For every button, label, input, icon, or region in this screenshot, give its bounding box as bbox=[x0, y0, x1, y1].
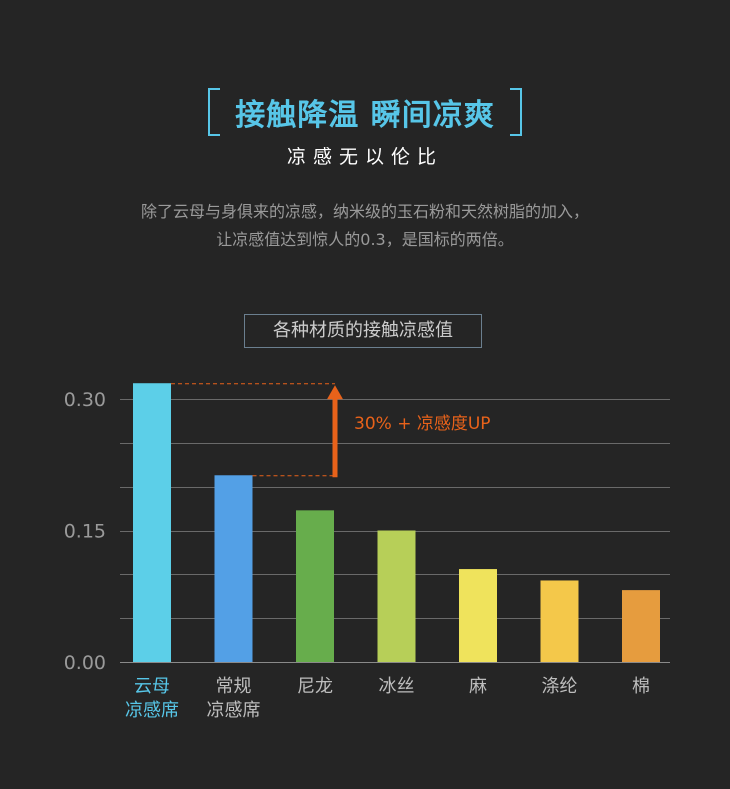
annotation-label: 30% + 凉感度UP bbox=[354, 414, 491, 434]
bar bbox=[133, 383, 171, 662]
right-bracket-decoration bbox=[510, 88, 522, 136]
category-label: 凉感席 bbox=[207, 700, 261, 721]
category-label: 棉 bbox=[632, 676, 650, 697]
category-label: 尼龙 bbox=[297, 676, 333, 697]
bar bbox=[296, 510, 334, 662]
description: 除了云母与身俱来的凉感，纳米级的玉石粉和天然树脂的加入， 让凉感值达到惊人的0.… bbox=[0, 198, 730, 254]
y-tick-label: 0.00 bbox=[64, 652, 106, 674]
category-label: 凉感席 bbox=[125, 700, 179, 721]
category-label: 涤纶 bbox=[542, 676, 578, 697]
bar bbox=[459, 569, 497, 662]
headline-title: 接触降温 瞬间凉爽 bbox=[235, 98, 495, 133]
bar bbox=[377, 530, 416, 662]
bar bbox=[540, 580, 579, 662]
bar bbox=[622, 590, 660, 662]
category-label: 常规 bbox=[216, 676, 252, 697]
category-label: 冰丝 bbox=[379, 676, 415, 697]
left-bracket-decoration bbox=[208, 88, 220, 136]
annotation-arrowhead bbox=[327, 385, 343, 400]
y-tick-label: 0.15 bbox=[64, 521, 106, 543]
category-label: 云母 bbox=[134, 676, 170, 697]
headline: 接触降温 瞬间凉爽 bbox=[0, 84, 730, 136]
y-tick-label: 0.30 bbox=[64, 389, 106, 411]
description-line-1: 除了云母与身俱来的凉感，纳米级的玉石粉和天然树脂的加入， bbox=[140, 202, 589, 221]
category-label: 麻 bbox=[469, 676, 487, 697]
chart-title: 各种材质的接触凉感值 bbox=[244, 314, 482, 348]
subtitle: 凉感无以伦比 bbox=[286, 146, 443, 168]
description-line-2: 让凉感值达到惊人的0.3，是国标的两倍。 bbox=[216, 230, 514, 249]
bar bbox=[214, 475, 253, 662]
